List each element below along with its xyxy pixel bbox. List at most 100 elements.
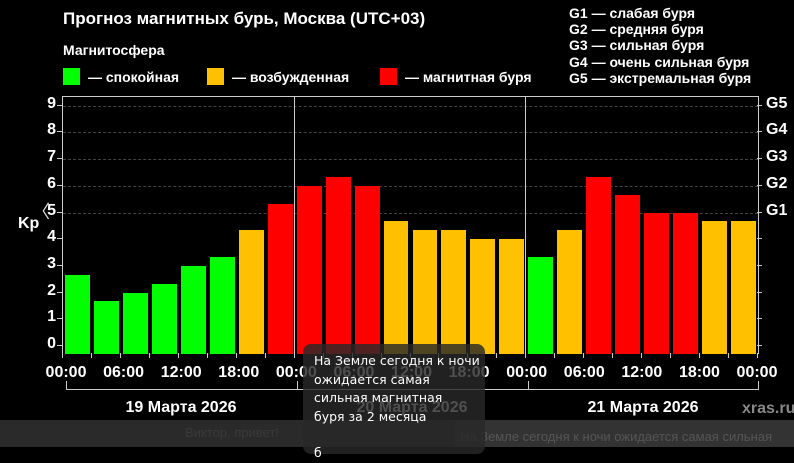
tooltip-line: ожидается самая: [314, 371, 430, 387]
kp-bar[interactable]: [412, 230, 438, 354]
kp-bar[interactable]: [499, 239, 525, 354]
g-tick: [757, 345, 762, 346]
x-tick: [119, 353, 121, 358]
kp-bar[interactable]: [383, 221, 409, 354]
gridline: [63, 212, 758, 214]
bottom-right-message[interactable]: На Земле сегодня к ночи ожидается самая …: [460, 429, 773, 444]
x-tick-label: 06:00: [103, 364, 145, 381]
kp-bar[interactable]: [702, 221, 728, 354]
x-tick-label: 06:00: [563, 364, 605, 381]
x-tick: [641, 353, 643, 358]
legend-swatch-orange: [207, 68, 224, 85]
y-tick-label: 3: [47, 254, 56, 272]
y-tick: [57, 291, 62, 293]
gridline: [63, 132, 758, 134]
tooltip-popup: [303, 344, 485, 454]
g-legend-item: G4 — очень сильная буря: [569, 53, 750, 70]
bottom-message[interactable]: Виктор, привет!: [185, 425, 279, 440]
kp-bar[interactable]: [238, 230, 264, 354]
y-tick: [57, 238, 62, 240]
kp-bar[interactable]: [644, 212, 670, 354]
g-tick-label: G5: [766, 94, 788, 112]
kp-bar[interactable]: [528, 257, 554, 354]
x-tick-label: 18:00: [678, 364, 720, 381]
x-tick: [554, 353, 556, 358]
legend-label: — магнитная буря: [405, 68, 532, 85]
y-tick: [57, 318, 62, 320]
tooltip-text: На Земле сегодня к ночи ожидается самая …: [314, 352, 484, 463]
g-scale-legend: G1 — слабая буря G2 — средняя буря G3 — …: [569, 5, 751, 86]
legend-label: — возбужденная: [232, 68, 350, 85]
y-tick-label: 6: [47, 174, 56, 192]
x-tick: [757, 353, 758, 358]
kp-bar[interactable]: [731, 221, 756, 354]
day-label: 21 Марта 2026: [587, 399, 699, 416]
plot-area: [62, 96, 759, 357]
x-tick-label: 18:00: [218, 364, 260, 381]
gridline: [63, 105, 758, 107]
kp-bar[interactable]: [354, 185, 380, 354]
kp-bar[interactable]: [557, 230, 583, 354]
x-tick-label: 00:00: [736, 364, 778, 381]
x-tick: [525, 353, 527, 358]
kp-bar[interactable]: [180, 265, 206, 354]
g-tick-label: G1: [766, 201, 788, 219]
g-legend-item: G2 — средняя буря: [569, 21, 704, 38]
kp-bar[interactable]: [209, 257, 235, 354]
x-tick: [264, 353, 266, 358]
day-label: 19 Марта 2026: [125, 399, 237, 416]
y-tick: [57, 158, 62, 160]
g-tick-label: G4: [766, 121, 788, 139]
y-tick: [57, 104, 62, 106]
kp-bar[interactable]: [93, 301, 119, 354]
y-tick-label: 4: [47, 228, 56, 246]
x-tick: [612, 353, 614, 358]
kp-bar[interactable]: [296, 185, 322, 354]
x-tick: [293, 353, 295, 358]
legend-title: Магнитосфера: [63, 42, 165, 58]
kp-bar[interactable]: [151, 283, 177, 354]
day-separator: [294, 97, 295, 357]
bottom-right-panel: [455, 420, 794, 447]
y-tick-label: 7: [47, 148, 56, 166]
g-legend-item: G5 — экстремальная буря: [569, 69, 752, 86]
kp-bar[interactable]: [673, 212, 699, 354]
kp-bar[interactable]: [615, 194, 641, 354]
x-tick: [177, 353, 179, 358]
x-tick: [728, 353, 730, 358]
x-tick-label: 12:00: [621, 364, 663, 381]
y-tick: [57, 345, 62, 346]
kp-bar[interactable]: [267, 203, 293, 354]
chevron-left-icon: 〈: [32, 202, 50, 222]
x-tick: [496, 353, 498, 358]
y-tick: [57, 264, 62, 266]
kp-bar[interactable]: [122, 292, 148, 354]
x-tick: [699, 353, 701, 358]
g-tick: [757, 291, 762, 293]
brand-watermark: xras.ru: [742, 400, 794, 417]
y-tick: [57, 184, 62, 186]
y-tick: [57, 211, 62, 213]
kp-bar[interactable]: [65, 274, 90, 354]
kp-bar[interactable]: [470, 239, 496, 354]
y-tick-label: 1: [47, 308, 56, 326]
legend-label: — спокойная: [88, 68, 180, 85]
chart-title: Прогноз магнитных бурь, Москва (UTC+03): [63, 9, 426, 28]
x-tick: [583, 353, 585, 358]
g-tick-label: G3: [766, 148, 788, 166]
x-tick-label: 12:00: [160, 364, 202, 381]
g-tick: [757, 211, 762, 213]
tooltip-line: На Земле сегодня к ночи: [314, 353, 480, 368]
x-tick: [90, 353, 92, 358]
y-tick-label: 2: [47, 281, 56, 299]
x-tick: [62, 353, 63, 358]
day-separator: [525, 97, 526, 357]
x-tick-label: 00:00: [506, 364, 548, 381]
x-tick-label: 00:00: [45, 364, 87, 381]
kp-bar[interactable]: [586, 177, 612, 354]
y-tick-label: 8: [47, 121, 56, 139]
kp-bar[interactable]: [325, 177, 351, 354]
kp-bar[interactable]: [441, 230, 467, 354]
g-legend-item: G1 — слабая буря: [569, 5, 696, 21]
day-bracket: [66, 381, 298, 390]
